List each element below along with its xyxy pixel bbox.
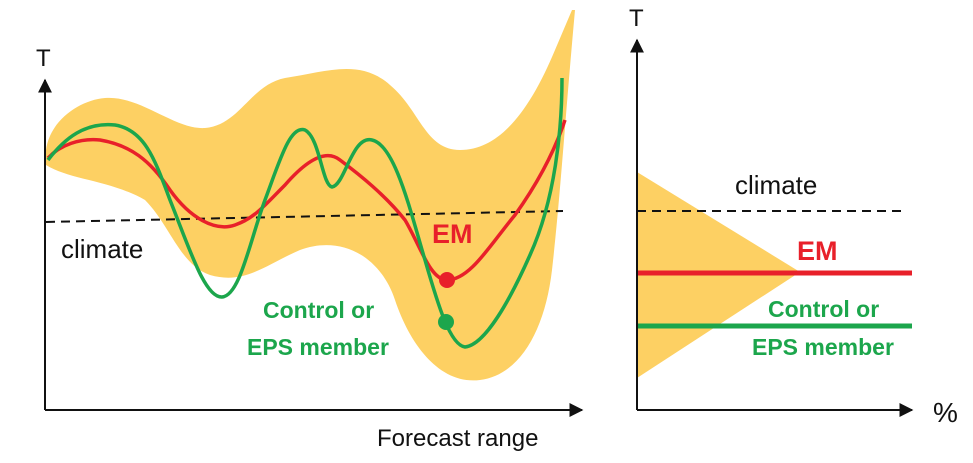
left-x-axis-label: Forecast range: [377, 425, 538, 452]
right-y-axis-label: T: [629, 5, 644, 32]
left-member-label-line1: Control or: [263, 297, 374, 323]
right-panel: T % climate EM Control or EPS member: [629, 5, 958, 428]
member-point: [438, 314, 454, 330]
right-climate-label: climate: [735, 170, 817, 200]
ensemble-spread-area: [46, 10, 575, 381]
em-point: [439, 272, 455, 288]
climate-line: [45, 210, 564, 223]
right-member-label-line1: Control or: [768, 296, 879, 322]
left-y-axis-label: T: [36, 45, 51, 72]
left-panel: T Forecast range climate EM Control or E…: [36, 10, 584, 452]
member-line: [46, 77, 564, 349]
right-em-label: EM: [797, 236, 838, 266]
left-em-label: EM: [432, 219, 473, 249]
right-x-axis-label: %: [933, 397, 958, 428]
left-climate-label: climate: [61, 234, 143, 264]
em-line: [46, 119, 567, 282]
left-member-label-line2: EPS member: [247, 334, 389, 360]
right-member-label-line2: EPS member: [752, 334, 894, 360]
